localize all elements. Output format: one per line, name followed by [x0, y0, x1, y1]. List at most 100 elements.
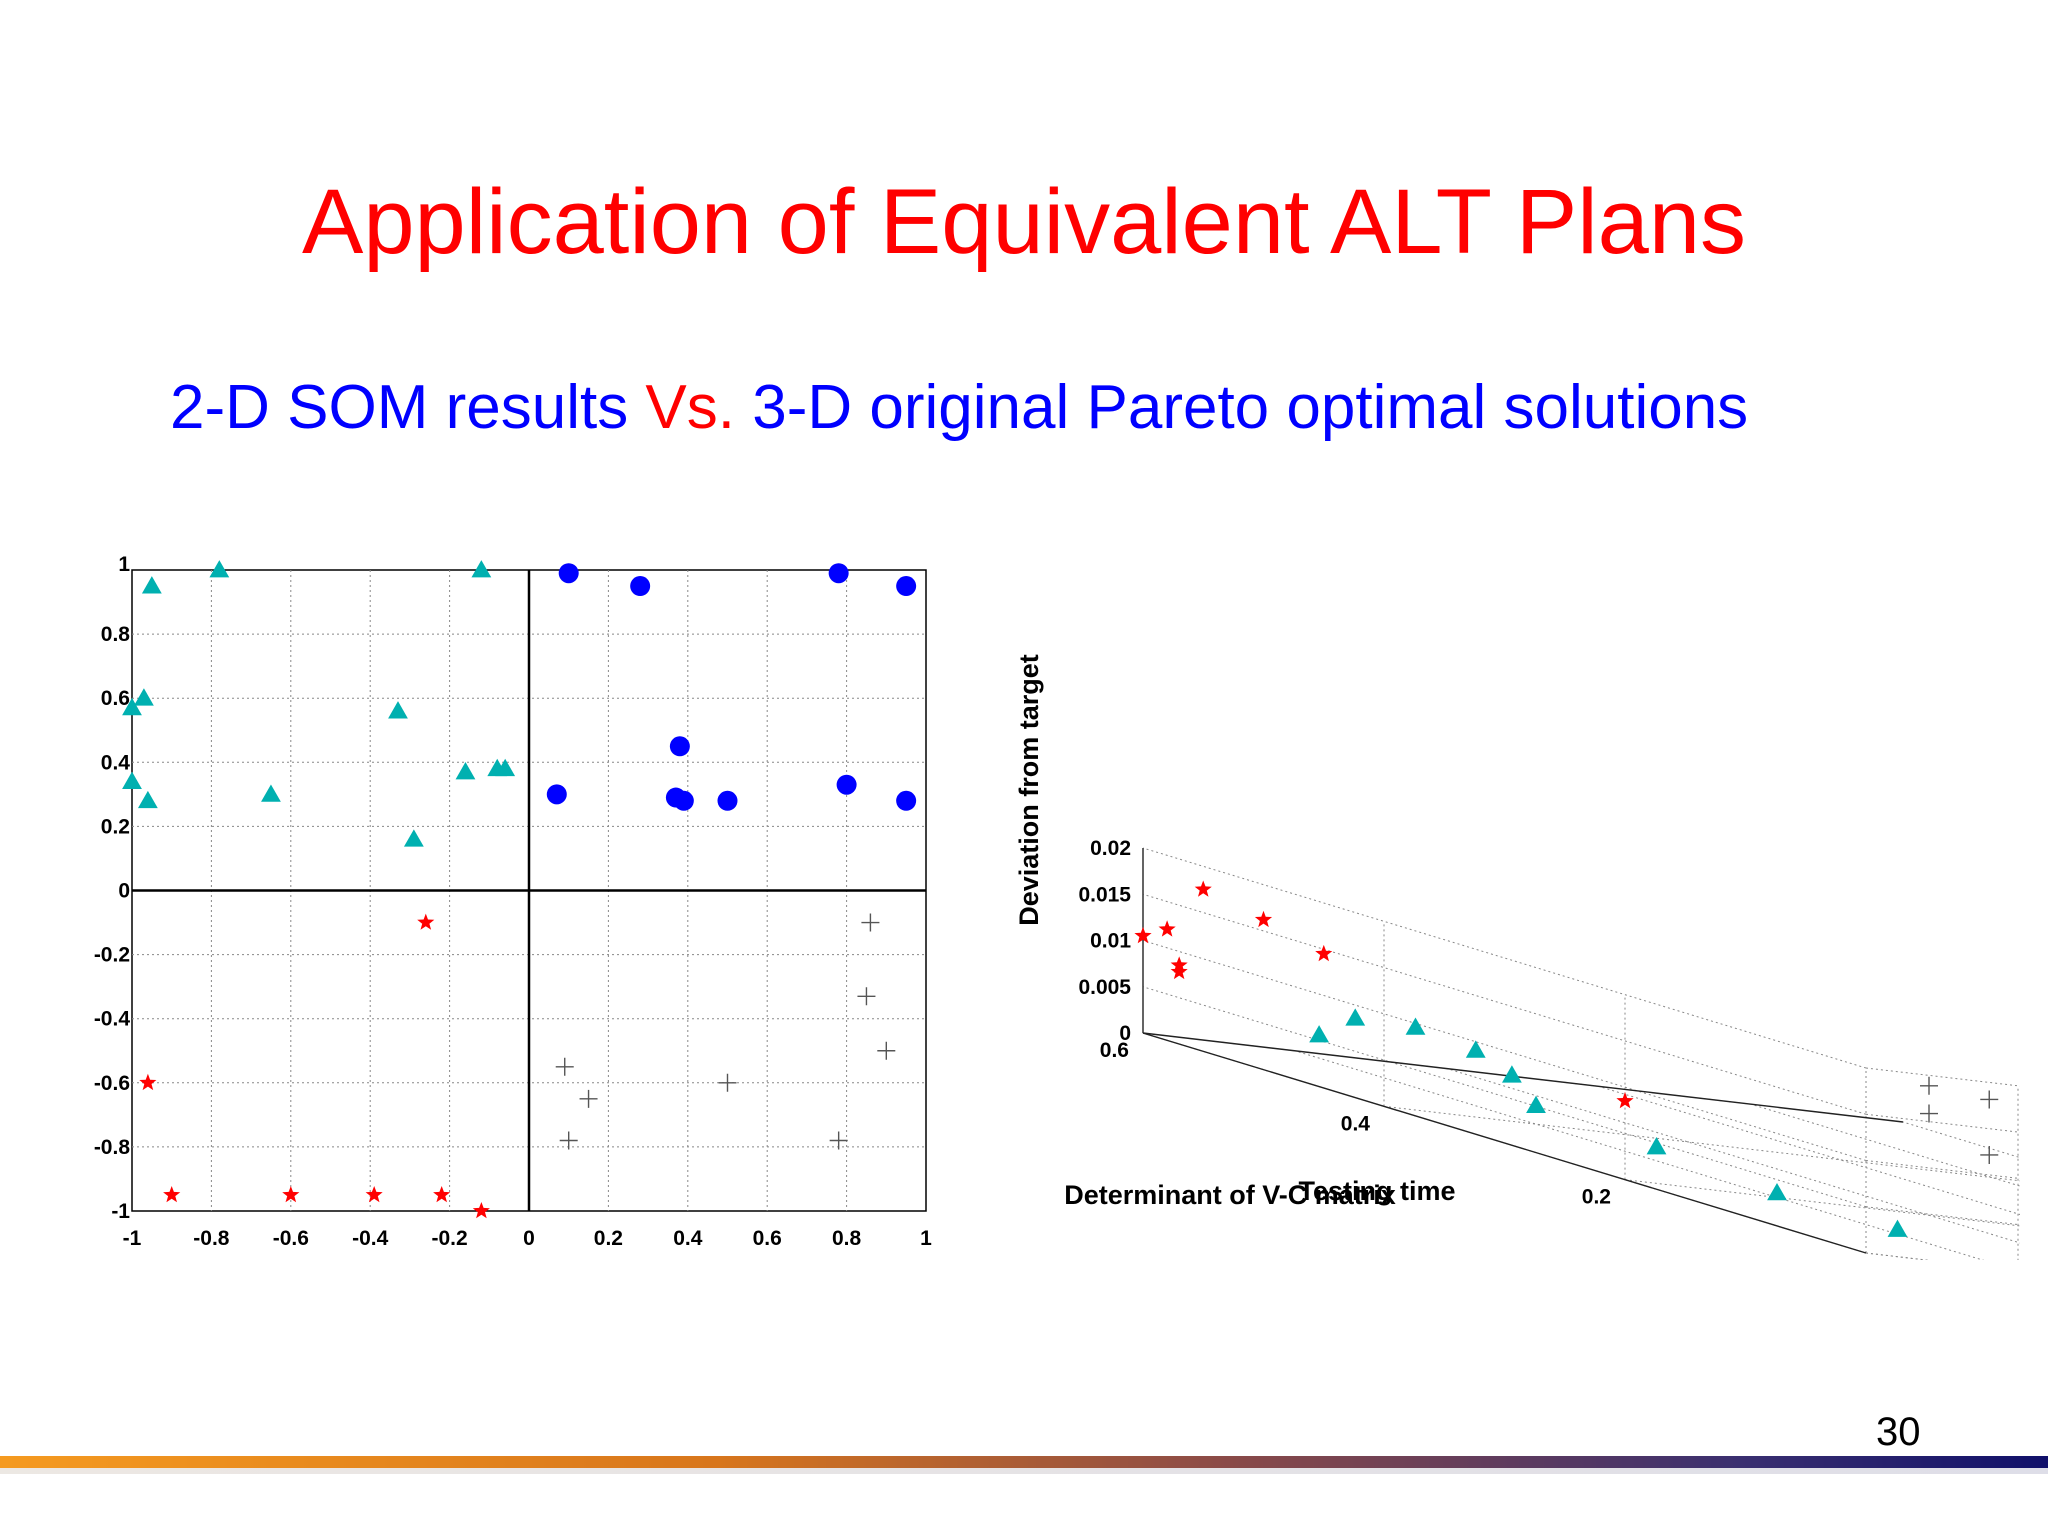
subtitle-part-1: 2-D SOM results	[170, 373, 646, 442]
star-marker	[1134, 926, 1152, 944]
footer-shadow	[0, 1468, 2048, 1474]
circle-marker	[558, 563, 579, 584]
floor-gridline	[1294, 1050, 1985, 1260]
y-tick-label: -1	[111, 1200, 130, 1223]
x-tick-label: -0.4	[352, 1227, 389, 1250]
page-number: 30	[1876, 1410, 1921, 1454]
y-tick-label: 0.2	[101, 815, 130, 838]
plus-marker	[1920, 1076, 1938, 1095]
triangle-marker	[209, 560, 230, 578]
x-tick-label: -0.2	[432, 1227, 468, 1250]
time-axis-line	[1142, 1032, 1904, 1123]
z-tick-label: 0.015	[1078, 883, 1131, 906]
floor-gridline	[1865, 1252, 1931, 1260]
y-tick-label: 0.6	[1100, 1039, 1129, 1062]
triangle-marker	[1405, 1017, 1426, 1035]
circle-marker	[836, 774, 857, 795]
floor-gridline	[1446, 1068, 2020, 1244]
triangle-marker	[1309, 1025, 1329, 1043]
star-marker	[1170, 962, 1188, 980]
y-tick-label: -0.4	[94, 1008, 131, 1031]
triangle-marker	[134, 688, 154, 706]
x-axis-label: Testing time	[1298, 1176, 1455, 1206]
plus-marker	[1980, 1145, 1999, 1164]
y-tick-label: -0.2	[94, 944, 130, 967]
triangle-marker	[1526, 1095, 1546, 1114]
left-wall-gridline	[1142, 893, 1867, 1115]
z-tick-label: 0	[1119, 1022, 1131, 1045]
y-tick-label: 0.8	[101, 623, 131, 646]
y-tick-label: 0	[1840, 1259, 1852, 1260]
star-marker	[1158, 920, 1176, 937]
z-axis-label: Deviation from target	[1014, 654, 1044, 926]
star-marker	[282, 1186, 300, 1203]
circle-marker	[630, 576, 651, 597]
y-tick-label: -0.8	[94, 1136, 131, 1159]
y-tick-label: 0.4	[101, 751, 131, 774]
triangle-marker	[1465, 1040, 1486, 1058]
triangle-marker	[1887, 1219, 1908, 1237]
plus-marker	[555, 1057, 574, 1076]
triangle-marker	[1345, 1008, 1366, 1026]
subtitle-vs: Vs.	[645, 373, 736, 442]
triangle-marker	[403, 829, 424, 847]
circle-marker	[546, 784, 567, 805]
star-marker	[472, 1202, 490, 1219]
floor-gridline	[1624, 1179, 2020, 1227]
slide-title: Application of Equivalent ALT Plans	[302, 171, 1746, 273]
plus-marker	[559, 1131, 578, 1150]
x-tick-label: 1	[920, 1227, 932, 1250]
left-wall-gridline	[1142, 847, 1867, 1069]
pareto-3d-scatter-plot: 608010012014016000.20.40.600.0050.010.01…	[1014, 654, 2020, 1260]
star-marker	[365, 1186, 383, 1203]
back-wall-gridline	[1865, 1067, 2020, 1087]
x-tick-label: -0.8	[193, 1227, 230, 1250]
slide-subtitle: 2-D SOM results Vs. 3-D original Pareto …	[170, 372, 1748, 443]
det-axis-line	[1142, 1032, 1867, 1254]
plus-marker	[1980, 1090, 1999, 1109]
x-tick-label: 0	[523, 1227, 535, 1250]
y-tick-label: 0.4	[1341, 1112, 1371, 1135]
left-wall-gridline	[1142, 986, 1867, 1208]
triangle-marker	[122, 697, 142, 716]
triangle-marker	[1502, 1065, 1522, 1083]
floor-gridline	[1383, 1105, 2020, 1182]
triangle-marker	[141, 576, 162, 594]
circle-marker	[717, 790, 738, 811]
circle-marker	[828, 563, 849, 584]
back-wall-gridline	[1865, 1252, 1931, 1260]
triangle-marker	[1767, 1182, 1787, 1201]
circle-marker	[669, 736, 690, 757]
triangle-marker	[261, 784, 281, 802]
y-tick-label: 0	[118, 880, 130, 903]
triangle-marker	[137, 790, 158, 809]
y-tick-label: 0.6	[101, 687, 130, 710]
z-tick-label: 0.01	[1090, 930, 1131, 953]
plus-marker	[861, 913, 880, 932]
triangle-marker	[1646, 1137, 1667, 1155]
triangle-marker	[495, 758, 516, 777]
triangle-marker	[455, 762, 476, 780]
y-tick-label: 0.2	[1582, 1186, 1611, 1209]
triangle-marker	[388, 701, 408, 719]
y-tick-label: -0.6	[94, 1072, 130, 1095]
back-wall-gridline	[1865, 1206, 2020, 1226]
star-marker	[139, 1073, 157, 1091]
x-tick-label: -0.6	[273, 1227, 309, 1250]
circle-marker	[673, 790, 694, 811]
plus-marker	[877, 1041, 896, 1060]
plus-marker	[579, 1089, 598, 1108]
left-wall-gridline	[1142, 940, 1867, 1161]
plus-marker	[718, 1073, 737, 1092]
plus-marker	[857, 987, 876, 1006]
z-tick-label: 0.005	[1078, 976, 1131, 999]
star-marker	[1315, 944, 1333, 962]
star-marker	[1616, 1092, 1634, 1109]
plus-marker	[829, 1131, 848, 1150]
circle-marker	[896, 576, 917, 597]
plus-marker	[1920, 1104, 1938, 1123]
x-tick-label: 0.6	[753, 1227, 782, 1250]
y-axis-label: Determinant of V-C matrix	[1064, 1180, 1396, 1210]
star-marker	[163, 1186, 181, 1203]
som-2d-scatter-plot: -1 -0.8 -0.6 -0.4 -0.2 0 0.2 0.4 0.6 0.8 1 -1 -0.8 -0…	[94, 553, 932, 1250]
